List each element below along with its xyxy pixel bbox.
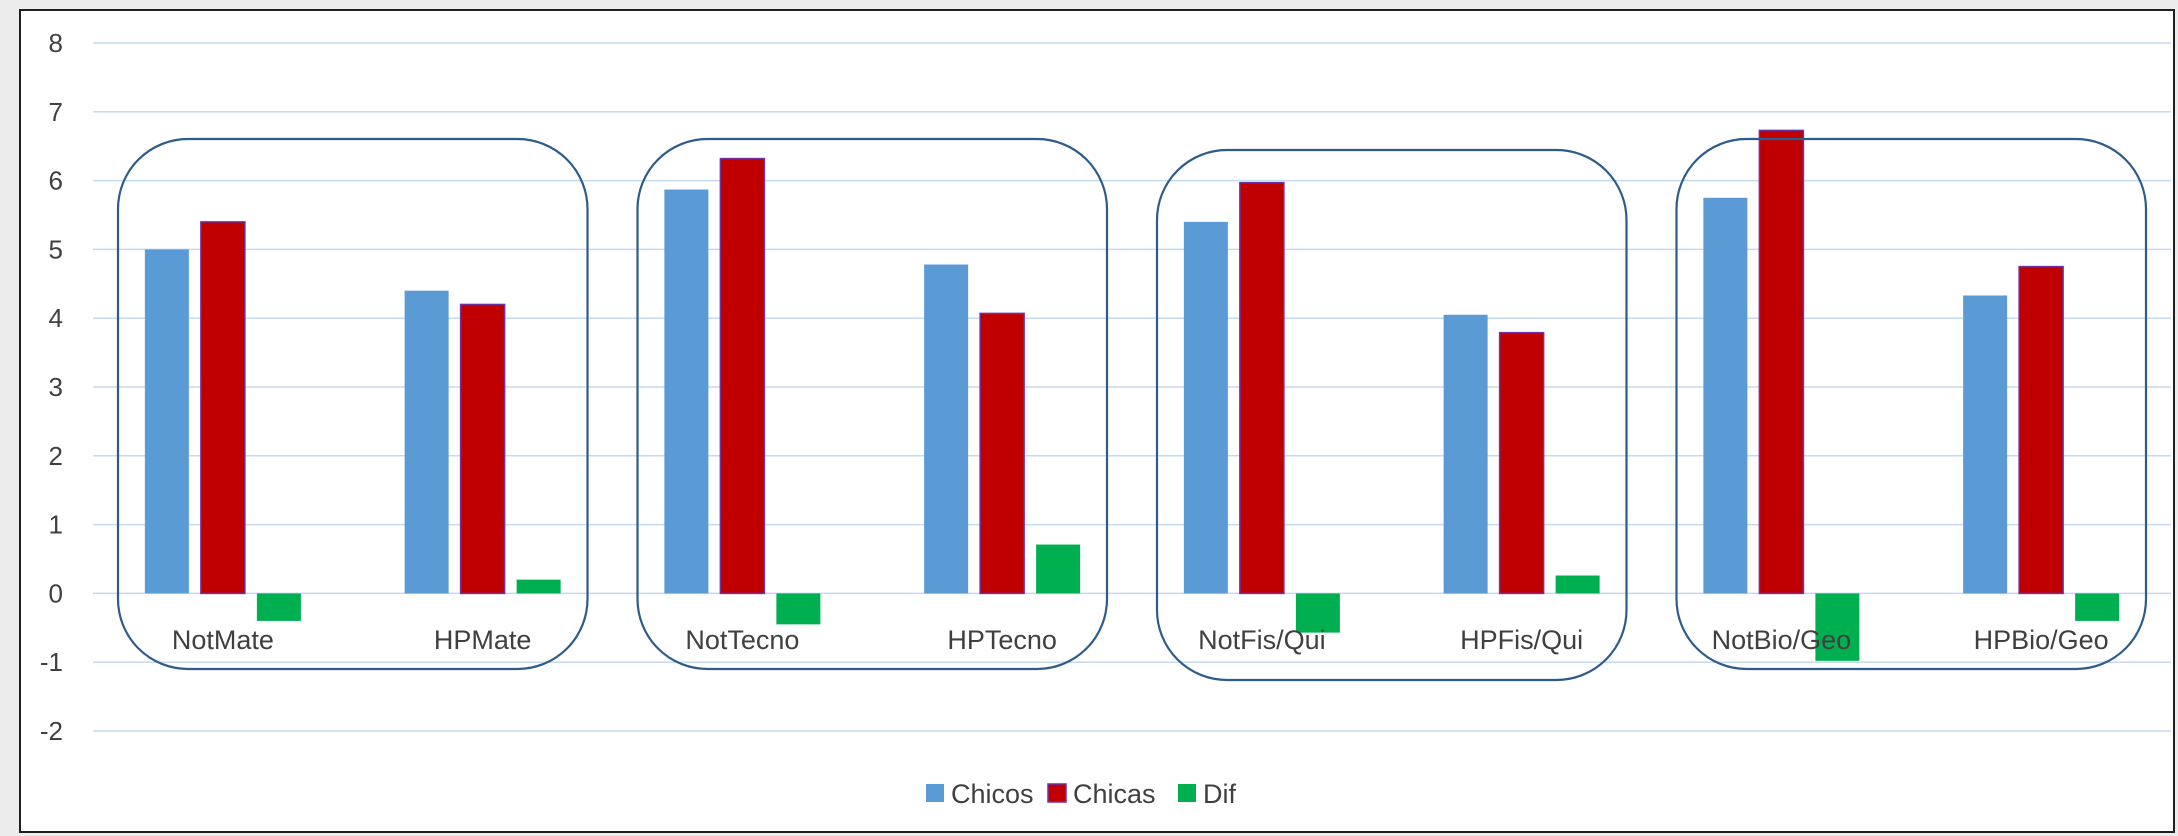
- chart-frame: -2 -1 0 1 2 3 4 5 6 7 8 NotMate HPMate NotTecno HPTec…: [19, 9, 2175, 833]
- y-tick-label: 3: [49, 372, 63, 402]
- bar-chicas-6: [1758, 129, 1805, 595]
- group-outline: [636, 137, 1109, 671]
- y-axis-ticks: -2 -1 0 1 2 3 4 5 6 7 8: [40, 28, 63, 746]
- bars: [144, 129, 2120, 661]
- legend-label-chicos: Chicos: [951, 779, 1034, 809]
- legend-label-chicas: Chicas: [1073, 779, 1156, 809]
- bar-dif-4: [1295, 593, 1340, 633]
- y-tick-label: 4: [49, 303, 63, 333]
- bar-chicas-1: [459, 303, 506, 595]
- category-label: HPBio/Geo: [1974, 625, 2109, 655]
- bar-chicos-5: [1443, 314, 1488, 594]
- bar-dif-5: [1555, 575, 1600, 594]
- y-tick-label: 5: [49, 234, 63, 264]
- bar-chicos-1: [404, 290, 449, 594]
- bar-chicas-2: [719, 157, 766, 595]
- legend-label-dif: Dif: [1203, 779, 1236, 809]
- group-outline: [116, 137, 589, 671]
- y-tick-label: 8: [49, 28, 63, 58]
- bar-chicos-6: [1703, 197, 1748, 594]
- legend-swatch-chicos: [926, 784, 944, 802]
- bar-chicas-7: [2018, 265, 2064, 595]
- bar-dif-2: [776, 593, 821, 625]
- bar-chicos-7: [1963, 295, 2008, 594]
- bar-chicos-3: [924, 264, 969, 594]
- bar-chart: -2 -1 0 1 2 3 4 5 6 7 8 NotMate HPMate NotTecno HPTec…: [40, 28, 2171, 809]
- category-label: HPMate: [434, 625, 532, 655]
- bar-chicas-0: [200, 221, 246, 595]
- bar-chicas-4: [1239, 181, 1285, 595]
- bar-dif-6: [1815, 593, 1860, 661]
- category-labels: NotMate HPMate NotTecno HPTecno NotFis/Qui HP…: [172, 625, 2109, 655]
- bar-chicas-5: [1498, 331, 1545, 595]
- legend-swatch-chicas: [1047, 783, 1067, 803]
- legend-swatch-dif: [1178, 784, 1196, 802]
- y-tick-label: 1: [49, 510, 63, 540]
- group-outlines: [116, 137, 2148, 682]
- group-outline: [1155, 148, 1628, 682]
- bar-dif-0: [256, 593, 301, 621]
- y-tick-label: 2: [49, 441, 63, 471]
- category-label: HPFis/Qui: [1460, 625, 1583, 655]
- bar-chicos-4: [1183, 221, 1228, 594]
- y-tick-label: 0: [49, 578, 63, 608]
- y-tick-label: 6: [49, 166, 63, 196]
- bar-chicos-2: [664, 189, 709, 594]
- y-tick-label: -1: [40, 647, 63, 677]
- category-label: NotFis/Qui: [1198, 625, 1326, 655]
- bar-chicos-0: [144, 249, 189, 594]
- bar-dif-7: [2075, 593, 2120, 621]
- category-label: NotBio/Geo: [1712, 625, 1852, 655]
- y-tick-label: 7: [49, 97, 63, 127]
- category-label: NotMate: [172, 625, 274, 655]
- bar-chicas-3: [979, 312, 1025, 595]
- y-tick-label: -2: [40, 716, 63, 746]
- legend: Chicos Chicas Dif: [926, 779, 1236, 809]
- bar-dif-1: [516, 579, 561, 594]
- group-outline: [1675, 137, 2148, 671]
- category-label: NotTecno: [685, 625, 799, 655]
- category-label: HPTecno: [947, 625, 1057, 655]
- bar-dif-3: [1036, 544, 1081, 594]
